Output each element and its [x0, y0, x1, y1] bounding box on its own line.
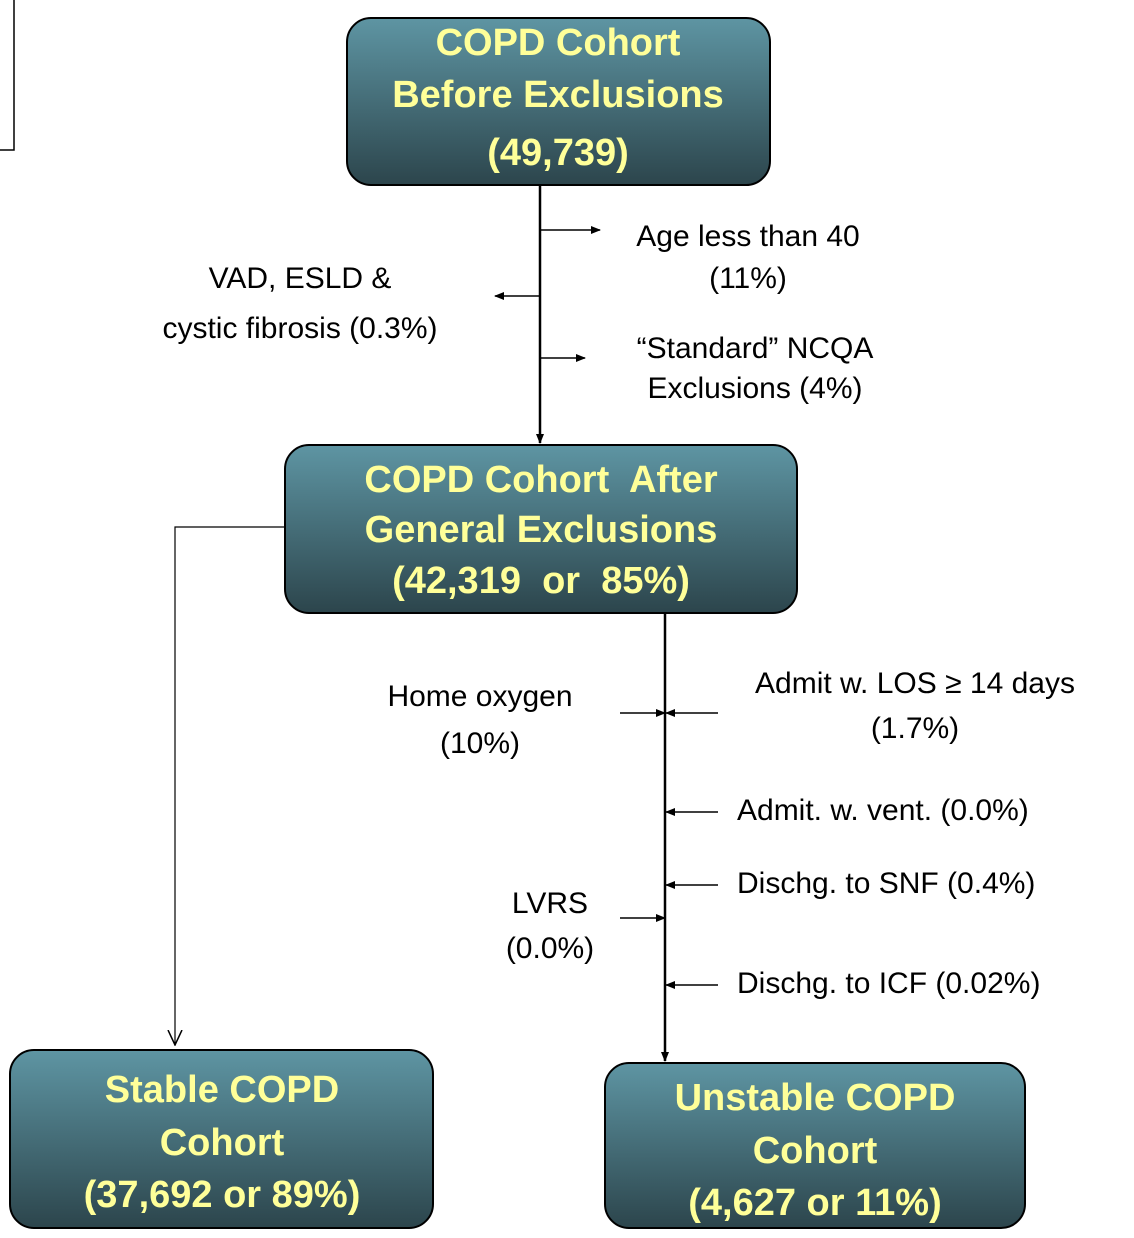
node-text: Before Exclusions	[392, 74, 724, 116]
exclusion-text: LVRS	[512, 887, 588, 920]
exclusion-text: Admit w. LOS ≥ 14 days	[755, 667, 1075, 700]
node-text: COPD Cohort After	[364, 459, 717, 501]
exclusion-text: (1.7%)	[871, 712, 959, 745]
node-box	[9, 1049, 434, 1229]
connector	[175, 526, 285, 1045]
node-box	[284, 444, 798, 614]
partial-frame	[0, 0, 15, 151]
exclusion-text: Admit. w. vent. (0.0%)	[737, 794, 1029, 827]
exclusion-text: Exclusions (4%)	[647, 372, 862, 405]
exclusion-text: Home oxygen	[387, 680, 572, 713]
node-box	[346, 17, 771, 186]
node-text: (49,739)	[487, 132, 629, 174]
node-text: (37,692 or 89%)	[84, 1174, 361, 1216]
node-text: Unstable COPD	[675, 1077, 956, 1119]
node-text: Stable COPD	[105, 1069, 339, 1111]
exclusion-text: Age less than 40	[636, 220, 860, 253]
exclusion-text: (0.0%)	[506, 932, 594, 965]
node-text: (42,319 or 85%)	[392, 560, 690, 602]
exclusion-text: Dischg. to SNF (0.4%)	[737, 867, 1035, 900]
node-text: General Exclusions	[365, 509, 718, 551]
node-text: COPD Cohort	[436, 22, 681, 64]
exclusion-text: Dischg. to ICF (0.02%)	[737, 967, 1040, 1000]
exclusion-text: VAD, ESLD &	[209, 262, 392, 295]
node-text: Cohort	[160, 1122, 285, 1164]
node-text: (4,627 or 11%)	[688, 1182, 941, 1224]
exclusion-text: “Standard” NCQA	[637, 332, 874, 365]
exclusion-text: cystic fibrosis (0.3%)	[162, 312, 437, 345]
exclusion-text: (11%)	[709, 262, 787, 295]
node-box	[604, 1062, 1026, 1229]
node-text: Cohort	[753, 1130, 878, 1172]
exclusion-text: (10%)	[440, 727, 520, 760]
